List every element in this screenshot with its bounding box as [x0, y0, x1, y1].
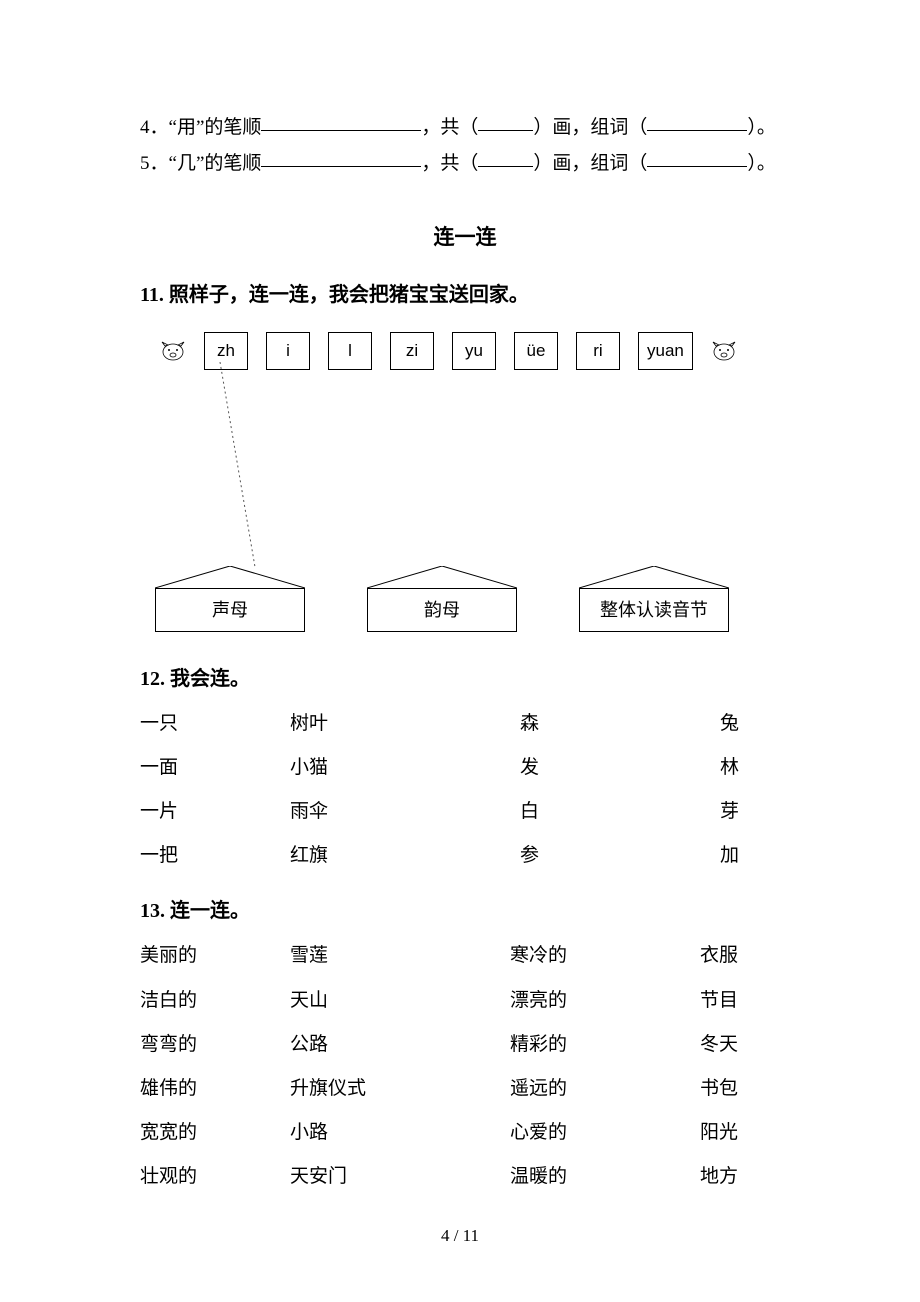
q5-char: “几”的笔顺: [169, 153, 262, 174]
q4-line: 4．“用”的笔顺 ，共（ ）画，组词（ ）。: [140, 110, 790, 146]
q4-blank-count[interactable]: [478, 130, 533, 131]
q5-mid: ，共（: [421, 153, 478, 174]
q12-r-a-1[interactable]: 发: [520, 750, 720, 786]
q13-l-a-5[interactable]: 壮观的: [140, 1159, 290, 1195]
house-zhengti[interactable]: 整体认读音节: [579, 588, 729, 632]
q4-mid2: ）画，组词（: [533, 117, 647, 138]
worksheet-page: 4．“用”的笔顺，共（）画，组词（）。 5．“几”的笔顺，共（）画，组词（）。 …: [0, 0, 920, 1302]
q5-blank-strokes[interactable]: [261, 166, 421, 167]
q13-r-b-1[interactable]: 节目: [700, 983, 790, 1019]
q11-header: 11. 照样子，连一连，我会把猪宝宝送回家。: [140, 276, 790, 314]
q12-l-b-0[interactable]: 树叶: [290, 706, 520, 742]
q13-r-b-5[interactable]: 地方: [700, 1159, 790, 1195]
pinyin-box-yuan[interactable]: yuan: [638, 332, 693, 370]
q12-r-b-3[interactable]: 加: [720, 838, 780, 874]
q13-r-b-0[interactable]: 衣服: [700, 938, 790, 974]
house-label: 韵母: [367, 588, 517, 632]
q13-header: 13. 连一连。: [140, 892, 790, 930]
pig-right-icon: [711, 340, 737, 362]
q12-grid: 一只 树叶 森 兔 一面 小猫 发 林 一片 雨伞 白 芽 一把 红旗 参 加: [140, 706, 790, 874]
q13-r-a-5[interactable]: 温暖的: [510, 1159, 700, 1195]
q5-blank-count[interactable]: [478, 166, 533, 167]
q4-end: ）。: [747, 117, 776, 138]
q12-header: 12. 我会连。: [140, 660, 790, 698]
q13-r-a-1[interactable]: 漂亮的: [510, 983, 700, 1019]
q13-grid: 美丽的 雪莲 寒冷的 衣服 洁白的 天山 漂亮的 节目 弯弯的 公路 精彩的 冬…: [140, 938, 790, 1195]
pinyin-box-ue[interactable]: üe: [514, 332, 558, 370]
page-number: 4 / 11: [0, 1220, 920, 1252]
q13-l-b-0[interactable]: 雪莲: [290, 938, 510, 974]
house-row: 声母 韵母 整体认读音节: [155, 588, 790, 632]
q5-blank-word[interactable]: [647, 166, 747, 167]
q12-l-b-2[interactable]: 雨伞: [290, 794, 520, 830]
q13-l-a-3[interactable]: 雄伟的: [140, 1071, 290, 1107]
pig-left-icon: [160, 340, 186, 362]
q11-diagram: zh i l zi yu üe ri yuan 声母: [140, 322, 790, 642]
pinyin-box-zi[interactable]: zi: [390, 332, 434, 370]
pinyin-box-yu[interactable]: yu: [452, 332, 496, 370]
q13-r-a-0[interactable]: 寒冷的: [510, 938, 700, 974]
q12-r-a-0[interactable]: 森: [520, 706, 720, 742]
house-shengmu[interactable]: 声母: [155, 588, 305, 632]
q4-char: “用”的笔顺: [169, 117, 262, 138]
pinyin-box-ri[interactable]: ri: [576, 332, 620, 370]
q13-r-b-3[interactable]: 书包: [700, 1071, 790, 1107]
q13-l-b-3[interactable]: 升旗仪式: [290, 1071, 510, 1107]
q4-num: 4．: [140, 117, 169, 138]
q5-end: ）。: [747, 153, 776, 174]
pinyin-box-i[interactable]: i: [266, 332, 310, 370]
q13-l-a-0[interactable]: 美丽的: [140, 938, 290, 974]
q12-r-a-3[interactable]: 参: [520, 838, 720, 874]
connector-line-icon: [210, 362, 270, 572]
q12-l-b-1[interactable]: 小猫: [290, 750, 520, 786]
q13-r-b-2[interactable]: 冬天: [700, 1027, 790, 1063]
q13-r-a-2[interactable]: 精彩的: [510, 1027, 700, 1063]
q13-r-a-3[interactable]: 遥远的: [510, 1071, 700, 1107]
pinyin-box-l[interactable]: l: [328, 332, 372, 370]
q12-l-a-0[interactable]: 一只: [140, 706, 290, 742]
house-label: 整体认读音节: [579, 588, 729, 632]
q5-num: 5．: [140, 153, 169, 174]
q4-blank-strokes[interactable]: [261, 130, 421, 131]
q13-l-b-2[interactable]: 公路: [290, 1027, 510, 1063]
q12-l-a-3[interactable]: 一把: [140, 838, 290, 874]
q5-line: 5．“几”的笔顺 ，共（ ）画，组词（ ）。: [140, 146, 790, 182]
q13-l-a-4[interactable]: 宽宽的: [140, 1115, 290, 1151]
q12-r-b-1[interactable]: 林: [720, 750, 780, 786]
house-label: 声母: [155, 588, 305, 632]
q13-r-b-4[interactable]: 阳光: [700, 1115, 790, 1151]
q13-l-a-2[interactable]: 弯弯的: [140, 1027, 290, 1063]
q13-l-a-1[interactable]: 洁白的: [140, 983, 290, 1019]
q5-mid2: ）画，组词（: [533, 153, 647, 174]
q4-blank-word[interactable]: [647, 130, 747, 131]
q12-l-b-3[interactable]: 红旗: [290, 838, 520, 874]
q4-mid: ，共（: [421, 117, 478, 138]
house-yunmu[interactable]: 韵母: [367, 588, 517, 632]
q13-l-b-4[interactable]: 小路: [290, 1115, 510, 1151]
q12-r-b-2[interactable]: 芽: [720, 794, 780, 830]
q12-r-b-0[interactable]: 兔: [720, 706, 780, 742]
q13-r-a-4[interactable]: 心爱的: [510, 1115, 700, 1151]
q13-l-b-1[interactable]: 天山: [290, 983, 510, 1019]
section-title: 连一连: [140, 218, 790, 258]
q12-l-a-2[interactable]: 一片: [140, 794, 290, 830]
q12-l-a-1[interactable]: 一面: [140, 750, 290, 786]
q12-r-a-2[interactable]: 白: [520, 794, 720, 830]
q13-l-b-5[interactable]: 天安门: [290, 1159, 510, 1195]
